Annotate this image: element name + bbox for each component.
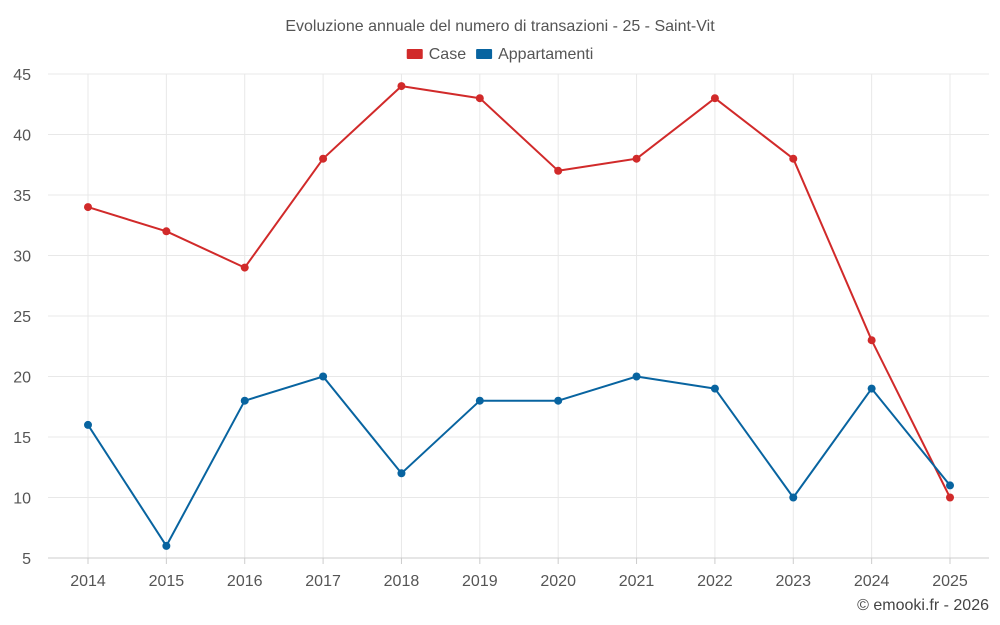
data-point-case xyxy=(162,227,171,236)
legend: Case Appartamenti xyxy=(406,46,593,63)
x-tick-label: 2014 xyxy=(70,573,106,590)
series-layer xyxy=(84,82,954,550)
data-point-case xyxy=(397,82,406,91)
x-tick-label: 2020 xyxy=(540,573,576,590)
data-point-appartamenti xyxy=(710,384,719,393)
y-tick-label: 20 xyxy=(13,370,31,387)
x-tick-label: 2015 xyxy=(149,573,185,590)
y-tick-label: 10 xyxy=(13,491,31,508)
y-tick-label: 25 xyxy=(13,309,31,326)
x-tick-label: 2022 xyxy=(697,573,733,590)
legend-label: Case xyxy=(429,46,466,63)
data-point-case xyxy=(867,336,876,345)
x-tick-label: 2019 xyxy=(462,573,498,590)
x-tick-label: 2025 xyxy=(932,573,968,590)
data-point-appartamenti xyxy=(397,469,406,478)
data-point-appartamenti xyxy=(162,541,171,550)
data-point-case xyxy=(789,154,798,163)
x-tick-label: 2021 xyxy=(619,573,655,590)
y-tick-label: 15 xyxy=(13,430,31,447)
legend-item-case: Case xyxy=(406,46,466,63)
x-tick-label: 2018 xyxy=(384,573,420,590)
y-tick-label: 35 xyxy=(13,188,31,205)
x-tick-label: 2023 xyxy=(775,573,811,590)
legend-label: Appartamenti xyxy=(498,46,593,63)
series-line-appartamenti xyxy=(87,375,951,547)
y-tick-label: 5 xyxy=(22,551,31,568)
data-point-case xyxy=(240,263,249,272)
data-point-case xyxy=(946,493,954,502)
data-point-case xyxy=(710,94,719,103)
data-point-appartamenti xyxy=(475,396,484,405)
legend-swatch xyxy=(406,49,423,59)
series-line-case xyxy=(87,85,951,498)
data-point-case xyxy=(475,94,484,103)
chart-title: Evoluzione annuale del numero di transaz… xyxy=(285,18,715,35)
data-point-appartamenti xyxy=(240,396,249,405)
legend-swatch xyxy=(476,49,493,59)
data-point-appartamenti xyxy=(867,384,876,393)
data-point-appartamenti xyxy=(946,481,954,490)
data-point-appartamenti xyxy=(84,420,92,429)
data-point-case xyxy=(554,166,563,175)
data-point-appartamenti xyxy=(632,372,641,381)
grid xyxy=(48,73,989,558)
data-point-case xyxy=(319,154,328,163)
y-tick-label: 40 xyxy=(13,128,31,145)
x-tick-label: 2024 xyxy=(854,573,890,590)
x-tick-label: 2017 xyxy=(305,573,341,590)
x-tick-label: 2016 xyxy=(227,573,263,590)
data-point-appartamenti xyxy=(789,493,798,502)
data-point-appartamenti xyxy=(319,372,328,381)
y-tick-label: 45 xyxy=(13,67,31,84)
credit-text: © emooki.fr - 2026 xyxy=(857,597,989,614)
data-point-appartamenti xyxy=(554,396,563,405)
y-tick-label: 30 xyxy=(13,249,31,266)
data-point-case xyxy=(84,203,92,212)
data-point-case xyxy=(632,154,641,163)
legend-item-appartamenti: Appartamenti xyxy=(476,46,593,63)
